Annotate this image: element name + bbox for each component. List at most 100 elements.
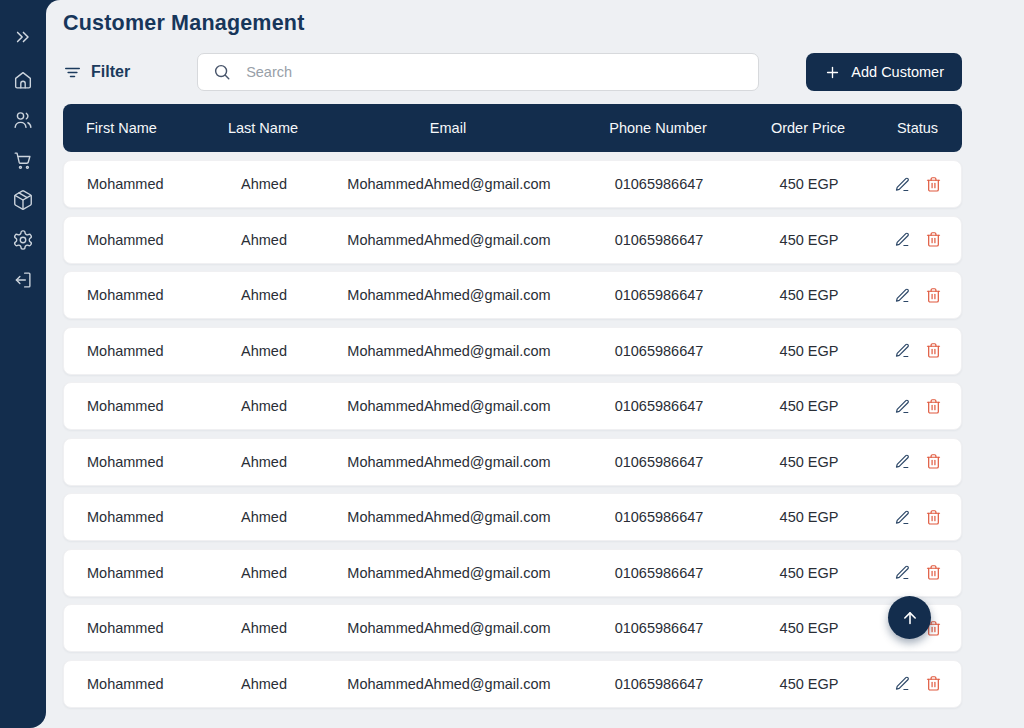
sidebar-item-cart[interactable] (12, 149, 34, 171)
cell-order-price: 450 EGP (744, 176, 874, 192)
cell-status-actions (874, 287, 961, 304)
search-icon (213, 63, 231, 81)
cell-order-price: 450 EGP (744, 565, 874, 581)
cell-order-price: 450 EGP (744, 398, 874, 414)
shopping-cart-icon (12, 149, 34, 171)
edit-customer-button[interactable] (894, 675, 911, 692)
delete-customer-button[interactable] (925, 453, 942, 470)
sidebar (0, 0, 46, 728)
customers-table: First Name Last Name Email Phone Number … (63, 104, 962, 708)
trash-icon (925, 342, 942, 359)
cell-last-name: Ahmed (204, 454, 324, 470)
package-icon (12, 189, 34, 211)
trash-icon (925, 564, 942, 581)
cell-order-price: 450 EGP (744, 620, 874, 636)
cell-status-actions (874, 231, 961, 248)
edit-pencil-icon (894, 287, 911, 304)
delete-customer-button[interactable] (925, 509, 942, 526)
trash-icon (925, 398, 942, 415)
cell-first-name: Mohammed (64, 287, 204, 303)
cell-email: MohammedAhmed@gmail.com (324, 287, 574, 303)
cell-email: MohammedAhmed@gmail.com (324, 565, 574, 581)
edit-pencil-icon (894, 342, 911, 359)
edit-customer-button[interactable] (894, 176, 911, 193)
toolbar: Filter Add Customer (63, 53, 962, 91)
cell-status-actions (874, 398, 961, 415)
edit-pencil-icon (894, 509, 911, 526)
cell-first-name: Mohammed (64, 565, 204, 581)
main-content: Customer Management Filter (46, 0, 1024, 728)
edit-customer-button[interactable] (894, 231, 911, 248)
cell-first-name: Mohammed (64, 232, 204, 248)
cell-status-actions (874, 564, 961, 581)
filter-button[interactable]: Filter (63, 63, 130, 82)
edit-customer-button[interactable] (894, 398, 911, 415)
sidebar-item-settings[interactable] (12, 229, 34, 251)
edit-pencil-icon (894, 176, 911, 193)
trash-icon (925, 176, 942, 193)
column-header-phone: Phone Number (573, 120, 743, 136)
search-input[interactable] (244, 63, 743, 81)
delete-customer-button[interactable] (925, 398, 942, 415)
edit-customer-button[interactable] (894, 453, 911, 470)
cell-order-price: 450 EGP (744, 287, 874, 303)
table-body: Mohammed Ahmed MohammedAhmed@gmail.com 0… (63, 160, 962, 708)
column-header-order-price: Order Price (743, 120, 873, 136)
cell-first-name: Mohammed (64, 176, 204, 192)
edit-customer-button[interactable] (894, 342, 911, 359)
sidebar-item-home[interactable] (12, 69, 34, 91)
sidebar-item-logout[interactable] (12, 269, 34, 291)
edit-pencil-icon (894, 675, 911, 692)
scroll-to-top-button[interactable] (888, 596, 931, 639)
trash-icon (925, 287, 942, 304)
cell-email: MohammedAhmed@gmail.com (324, 454, 574, 470)
cell-last-name: Ahmed (204, 676, 324, 692)
cell-email: MohammedAhmed@gmail.com (324, 343, 574, 359)
edit-pencil-icon (894, 231, 911, 248)
trash-icon (925, 675, 942, 692)
cell-last-name: Ahmed (204, 343, 324, 359)
cell-phone: 01065986647 (574, 398, 744, 414)
cell-phone: 01065986647 (574, 509, 744, 525)
gear-icon (12, 229, 34, 251)
table-row: Mohammed Ahmed MohammedAhmed@gmail.com 0… (63, 549, 962, 597)
delete-customer-button[interactable] (925, 176, 942, 193)
sidebar-nav (12, 69, 34, 291)
table-row: Mohammed Ahmed MohammedAhmed@gmail.com 0… (63, 216, 962, 264)
cell-order-price: 450 EGP (744, 676, 874, 692)
cell-phone: 01065986647 (574, 454, 744, 470)
cell-first-name: Mohammed (64, 509, 204, 525)
trash-icon (925, 231, 942, 248)
edit-pencil-icon (894, 453, 911, 470)
edit-customer-button[interactable] (894, 287, 911, 304)
delete-customer-button[interactable] (925, 675, 942, 692)
edit-customer-button[interactable] (894, 509, 911, 526)
table-row: Mohammed Ahmed MohammedAhmed@gmail.com 0… (63, 160, 962, 208)
edit-customer-button[interactable] (894, 564, 911, 581)
cell-email: MohammedAhmed@gmail.com (324, 398, 574, 414)
cell-status-actions (874, 675, 961, 692)
cell-phone: 01065986647 (574, 287, 744, 303)
sidebar-item-products[interactable] (12, 189, 34, 211)
cell-phone: 01065986647 (574, 176, 744, 192)
cell-first-name: Mohammed (64, 398, 204, 414)
delete-customer-button[interactable] (925, 564, 942, 581)
cell-status-actions (874, 342, 961, 359)
table-row: Mohammed Ahmed MohammedAhmed@gmail.com 0… (63, 382, 962, 430)
cell-order-price: 450 EGP (744, 454, 874, 470)
table-row: Mohammed Ahmed MohammedAhmed@gmail.com 0… (63, 493, 962, 541)
cell-first-name: Mohammed (64, 454, 204, 470)
cell-email: MohammedAhmed@gmail.com (324, 232, 574, 248)
delete-customer-button[interactable] (925, 342, 942, 359)
sidebar-item-customers[interactable] (12, 109, 34, 131)
add-customer-button[interactable]: Add Customer (806, 53, 962, 91)
cell-last-name: Ahmed (204, 398, 324, 414)
plus-icon (824, 64, 841, 81)
cell-first-name: Mohammed (64, 343, 204, 359)
delete-customer-button[interactable] (925, 287, 942, 304)
sidebar-expand-button[interactable] (13, 27, 33, 47)
column-header-first-name: First Name (63, 120, 203, 136)
cell-phone: 01065986647 (574, 565, 744, 581)
cell-phone: 01065986647 (574, 232, 744, 248)
delete-customer-button[interactable] (925, 231, 942, 248)
